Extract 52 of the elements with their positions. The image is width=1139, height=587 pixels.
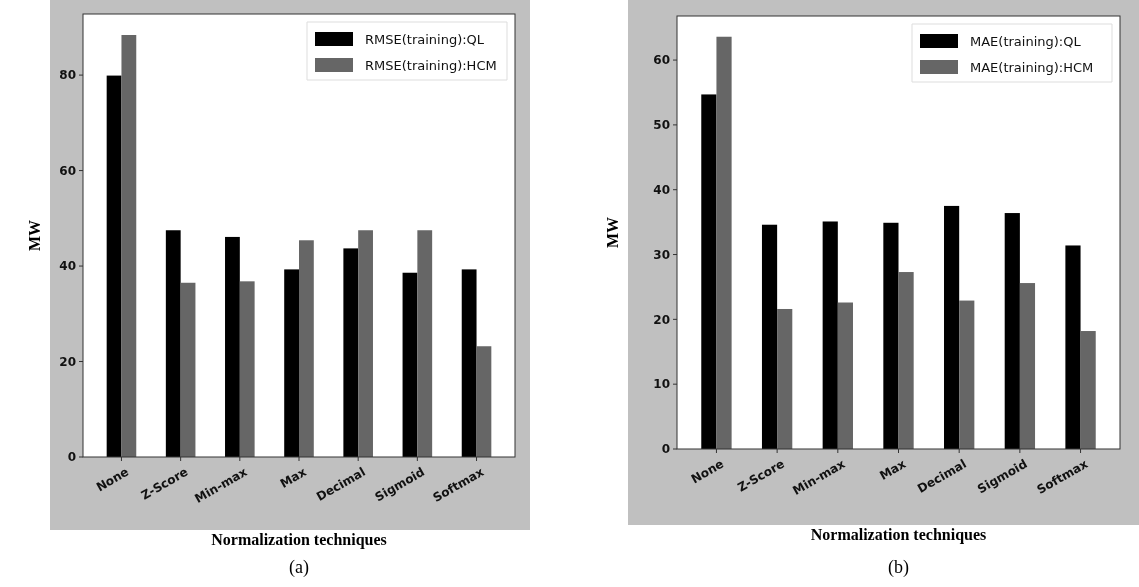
bar — [716, 36, 732, 449]
legend-label: MAE(training):HCM — [970, 59, 1094, 75]
bar — [343, 248, 359, 457]
legend-label: MAE(training):QL — [970, 33, 1082, 49]
legend-label: RMSE(training):HCM — [365, 57, 497, 73]
bar — [165, 230, 181, 457]
y-tick-label: 50 — [653, 118, 670, 133]
bar — [761, 224, 778, 449]
bar — [898, 272, 914, 449]
bar — [1080, 331, 1096, 449]
bar — [239, 281, 255, 457]
bar — [944, 205, 960, 449]
bar — [777, 308, 793, 449]
bar — [822, 221, 838, 449]
y-tick-label: 40 — [653, 182, 670, 197]
bar — [1004, 213, 1020, 449]
bar — [121, 35, 137, 457]
bar — [883, 222, 899, 449]
y-tick-label: 0 — [67, 450, 76, 465]
bar — [299, 240, 314, 457]
x-axis-title: Normalization techniques — [211, 531, 387, 549]
y-tick-label: 20 — [653, 312, 670, 327]
bar — [225, 236, 240, 457]
y-tick-label: 30 — [653, 247, 670, 262]
bar — [701, 94, 717, 449]
bar — [358, 230, 373, 457]
y-tick-label: 60 — [653, 53, 670, 68]
y-tick-label: 0 — [661, 442, 670, 457]
bar — [417, 230, 433, 457]
text: (b) — [888, 557, 909, 578]
bar — [1019, 283, 1036, 449]
x-axis-title: Normalization techniques — [810, 526, 987, 544]
x-tick-label: Max — [277, 464, 309, 491]
bar — [1065, 245, 1081, 449]
x-tick-label: Max — [877, 456, 909, 483]
bar — [284, 269, 299, 457]
legend-label: RMSE(training):QL — [365, 31, 485, 47]
bar — [461, 269, 477, 457]
y-tick-label: 80 — [59, 68, 76, 83]
bar — [402, 272, 418, 457]
bar — [837, 302, 853, 449]
y-axis-title: MW — [26, 219, 43, 252]
y-axis-title: MW — [604, 216, 621, 249]
bar — [106, 75, 122, 457]
y-tick-label: 20 — [59, 354, 76, 369]
bar — [476, 346, 492, 457]
text: (a) — [289, 557, 309, 578]
bar — [180, 282, 196, 457]
y-tick-label: 60 — [59, 163, 76, 178]
y-tick-label: 40 — [59, 259, 76, 274]
bar — [959, 300, 975, 449]
y-tick-label: 10 — [653, 377, 670, 392]
